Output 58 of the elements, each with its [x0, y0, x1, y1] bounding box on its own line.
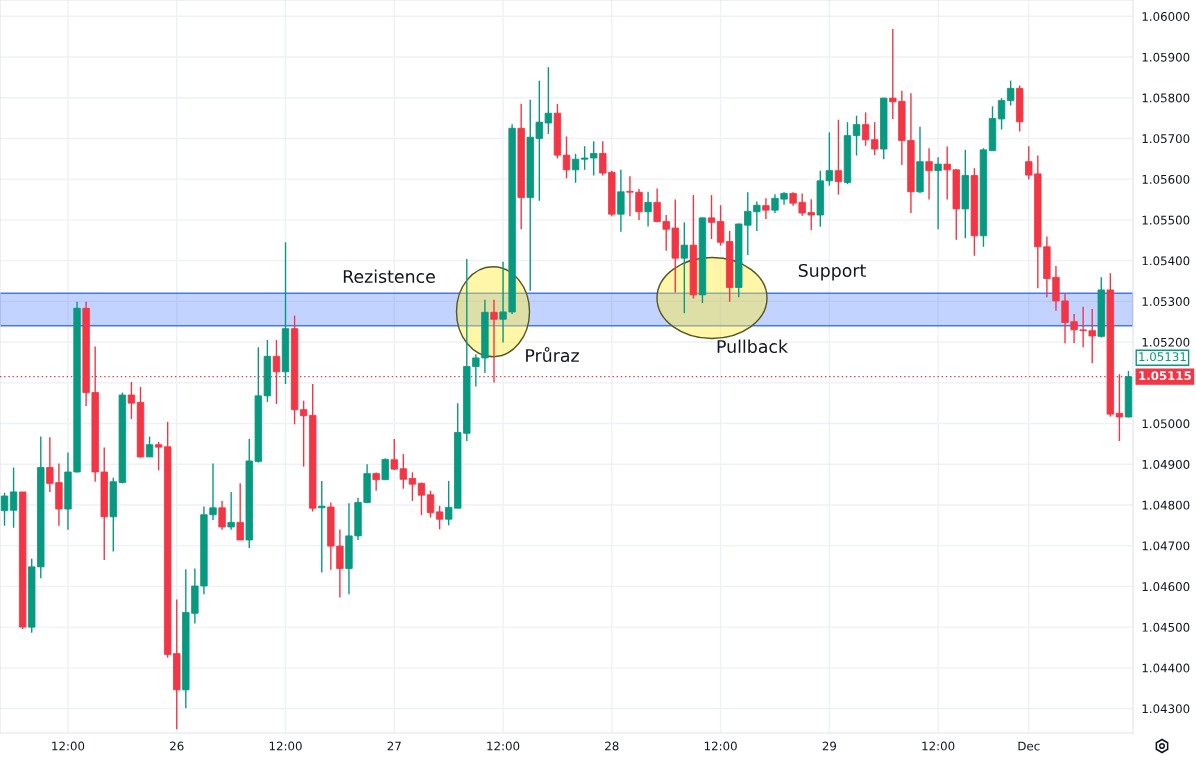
candlestick: [435, 505, 444, 531]
candlestick: [925, 147, 933, 201]
candlestick: [127, 381, 136, 420]
candlestick: [707, 194, 716, 240]
y-tick-label: 1.05300: [1142, 297, 1190, 306]
y-tick-label: 1.05600: [1142, 174, 1190, 184]
y-tick-label: 1.05900: [1142, 52, 1190, 62]
x-tick-label: 26: [170, 741, 184, 751]
y-tick-label: 1.05000: [1142, 419, 1190, 429]
candlestick: [852, 114, 861, 157]
candlestick: [617, 169, 625, 233]
y-tick-label: 1.05400: [1142, 256, 1190, 266]
candlestick: [571, 153, 580, 184]
y-tick-label: 1.06000: [1142, 12, 1190, 21]
y-tick-label: 1.05700: [1142, 134, 1190, 144]
candlestick: [426, 490, 435, 519]
ref-line-label: 1.05115: [1139, 371, 1191, 381]
candlestick: [318, 480, 326, 574]
annotation: Support: [798, 263, 866, 281]
candlestick: [934, 156, 942, 230]
candlestick: [644, 191, 652, 228]
x-tick-label: 28: [605, 741, 619, 751]
x-tick-label: 12:00: [487, 741, 520, 751]
x-tick-label: 12:00: [269, 741, 302, 751]
annotation: Rezistence: [343, 269, 435, 284]
candlestick: [372, 471, 380, 492]
x-tick-label: 29: [822, 741, 837, 751]
candlestick: [680, 221, 689, 314]
y-tick-label: 1.04600: [1142, 582, 1190, 592]
candlestick: [236, 482, 244, 541]
candlestick: [562, 135, 571, 180]
candlestick: [0, 492, 9, 527]
candlestick: [218, 500, 226, 531]
x-tick-label: 27: [387, 741, 401, 751]
candlestick: [997, 97, 1006, 131]
candlestick: [834, 119, 843, 196]
candlestick: [417, 481, 426, 516]
x-tick-label: 12:00: [52, 741, 85, 751]
y-tick-label: 1.04300: [1142, 704, 1190, 714]
y-tick-label: 1.04800: [1142, 500, 1190, 510]
y-tick-label: 1.05800: [1142, 93, 1190, 103]
x-tick-label: 12:00: [922, 741, 955, 751]
candlestick: [9, 466, 18, 529]
y-tick-label: 1.04700: [1142, 541, 1190, 551]
y-tick-label: 1.04400: [1142, 663, 1190, 673]
annotation: Pullback: [717, 339, 788, 354]
candlestick: [227, 491, 235, 531]
annotation: Průraz: [526, 347, 579, 363]
candlestick: [762, 197, 770, 220]
text: 1.05131: [1139, 352, 1186, 362]
candlestick: [145, 435, 154, 458]
y-tick-label: 1.05200: [1142, 337, 1190, 347]
x-tick-label: 12:00: [704, 741, 737, 751]
candlestick: [1006, 79, 1015, 107]
y-tick-label: 1.05500: [1142, 215, 1190, 225]
x-tick-label: Dec: [1018, 741, 1040, 751]
y-tick-label: 1.04900: [1142, 459, 1190, 469]
y-tick-label: 1.04500: [1142, 622, 1190, 632]
